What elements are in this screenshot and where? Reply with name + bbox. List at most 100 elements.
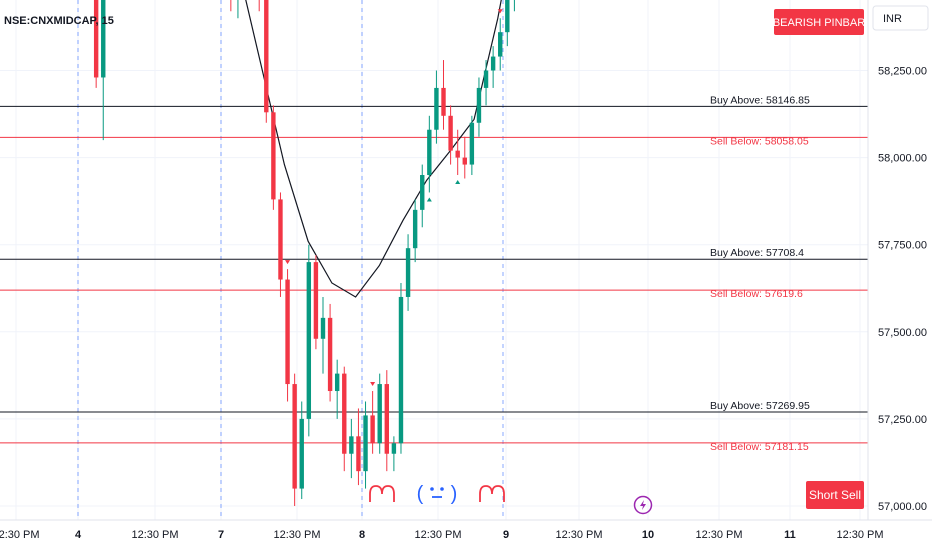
x-tick-label: 12:30 PM bbox=[414, 529, 461, 541]
neutral-face-pattern-icon: () bbox=[417, 483, 458, 505]
candle-down[interactable] bbox=[313, 255, 319, 350]
signal-badge-label: BEARISH PINBAR bbox=[773, 17, 865, 29]
face-right-bracket: ) bbox=[451, 483, 458, 505]
candle-up[interactable] bbox=[334, 359, 340, 419]
x-tick-label: 7 bbox=[218, 529, 224, 541]
overlay: NSE:CNXMIDCAP, 15 INR BEARISH PINBAR Short … bbox=[4, 5, 929, 509]
y-tick-label: 57,500.00 bbox=[878, 327, 927, 339]
candle-body bbox=[271, 112, 276, 200]
lightning-icon bbox=[633, 495, 653, 515]
candle-body bbox=[405, 248, 411, 297]
currency-selector[interactable]: INR bbox=[872, 5, 929, 31]
y-tick-label: 57,750.00 bbox=[878, 240, 927, 252]
currency-selector-box[interactable] bbox=[872, 5, 929, 31]
y-tick-label: 58,250.00 bbox=[878, 66, 927, 78]
signal-badge: BEARISH PINBAR bbox=[773, 9, 865, 35]
candle-up[interactable] bbox=[490, 46, 496, 88]
currency-label: INR bbox=[883, 13, 902, 25]
candle-up[interactable] bbox=[476, 77, 482, 137]
candle-body bbox=[434, 87, 439, 130]
candle-body bbox=[490, 56, 496, 71]
candle-body bbox=[462, 157, 467, 165]
sell-below-label: Sell Below: 57619.6 bbox=[710, 288, 803, 300]
candle-down[interactable] bbox=[448, 105, 453, 165]
candle-down[interactable] bbox=[285, 269, 290, 402]
x-tick-label: 12:30 PM bbox=[836, 529, 883, 541]
candle-up[interactable] bbox=[512, 0, 516, 12]
candle-body bbox=[384, 384, 389, 454]
candle-down[interactable] bbox=[370, 391, 375, 454]
candle-up[interactable] bbox=[498, 18, 503, 71]
pattern-icons: () bbox=[285, 9, 653, 515]
candle-up[interactable] bbox=[299, 401, 304, 500]
candle-down[interactable] bbox=[264, 0, 269, 123]
candle-up[interactable] bbox=[427, 115, 432, 193]
grid-layer bbox=[0, 0, 868, 520]
x-tick-label: 12:30 PM bbox=[555, 529, 602, 541]
candle-up[interactable] bbox=[391, 436, 397, 472]
signal-arrow-down bbox=[285, 260, 291, 265]
face-eye-left bbox=[430, 487, 434, 491]
x-tick-label: 12:30 PM bbox=[695, 529, 742, 541]
candle-down[interactable] bbox=[441, 60, 446, 130]
double-top-shape bbox=[479, 485, 505, 502]
candle-up[interactable] bbox=[101, 0, 106, 141]
x-tick-label: 12:30 PM bbox=[131, 529, 178, 541]
candle-body bbox=[327, 317, 333, 392]
candle-down[interactable] bbox=[257, 0, 261, 12]
short-sell-badge-bg bbox=[806, 481, 864, 509]
candle-up[interactable] bbox=[405, 234, 411, 311]
candle-body bbox=[363, 415, 368, 472]
candle-down[interactable] bbox=[462, 136, 467, 179]
candle-down[interactable] bbox=[271, 105, 276, 210]
candle-down[interactable] bbox=[292, 373, 297, 506]
candle-down[interactable] bbox=[342, 366, 347, 472]
candle-body bbox=[278, 199, 283, 280]
x-tick-label: 12:30 PM bbox=[273, 529, 320, 541]
candle-body bbox=[285, 279, 290, 385]
candle-up[interactable] bbox=[469, 115, 475, 176]
candle-down[interactable] bbox=[327, 303, 333, 402]
candle-up[interactable] bbox=[306, 244, 312, 437]
candle-up[interactable] bbox=[483, 60, 489, 106]
candle-up[interactable] bbox=[505, 0, 510, 47]
candle-down[interactable] bbox=[229, 0, 233, 12]
candle-up[interactable] bbox=[363, 401, 368, 489]
candle-down[interactable] bbox=[93, 0, 99, 88]
sma-fast-line bbox=[245, 0, 502, 298]
candle-body bbox=[483, 70, 489, 88]
candle-down[interactable] bbox=[278, 192, 283, 297]
candle-body bbox=[391, 443, 397, 454]
candle-up[interactable] bbox=[377, 373, 382, 454]
candle-body bbox=[306, 262, 312, 419]
candle-down[interactable] bbox=[356, 408, 361, 486]
candle-body bbox=[469, 122, 475, 165]
sell-below-label: Sell Below: 57181.15 bbox=[710, 441, 809, 453]
candle-up[interactable] bbox=[349, 418, 354, 479]
candle-up[interactable] bbox=[320, 296, 326, 374]
face-eye-right bbox=[440, 487, 444, 491]
x-tick-label: 12:30 PM bbox=[0, 529, 40, 541]
candle-up[interactable] bbox=[236, 0, 240, 19]
buy-above-label: Buy Above: 57708.4 bbox=[710, 247, 804, 259]
price-axis-bg bbox=[868, 0, 932, 520]
candle-body bbox=[455, 150, 460, 158]
signal-arrow-up bbox=[455, 180, 461, 185]
symbol-label: NSE:CNXMIDCAP, 15 bbox=[4, 15, 114, 27]
candle-down[interactable] bbox=[455, 129, 460, 176]
candle-body bbox=[412, 209, 418, 249]
candle-body bbox=[313, 262, 319, 339]
candle-down[interactable] bbox=[384, 370, 389, 472]
face-left-bracket: ( bbox=[417, 483, 424, 505]
candle-up[interactable] bbox=[434, 70, 439, 144]
lightning-ring bbox=[633, 495, 653, 515]
signal-arrow-down bbox=[497, 9, 503, 14]
candle-up[interactable] bbox=[420, 164, 425, 228]
candle-up[interactable] bbox=[398, 283, 404, 454]
x-tick-label: 9 bbox=[503, 529, 509, 541]
candle-up[interactable] bbox=[412, 199, 418, 263]
candle-body bbox=[93, 0, 99, 78]
signal-arrow-up bbox=[426, 197, 432, 202]
